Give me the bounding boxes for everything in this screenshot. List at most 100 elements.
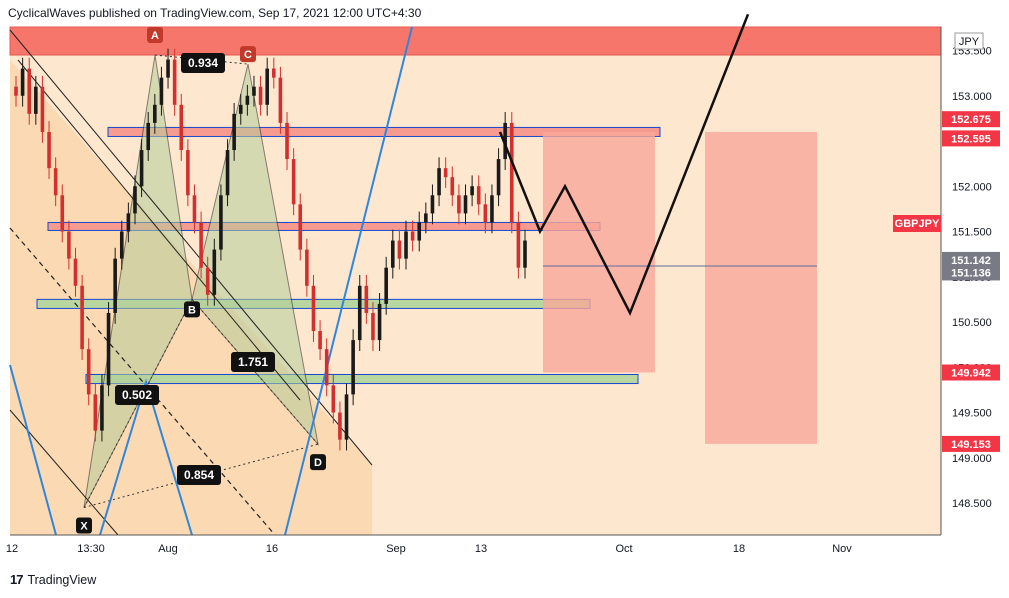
point-label-B: B	[188, 304, 196, 316]
candles-layer	[14, 48, 527, 451]
ratio-badge-bg-0	[181, 53, 225, 73]
point-badge-bg-C	[240, 46, 256, 63]
candle-body-43	[298, 204, 303, 250]
ratio-badge-bg-1	[231, 352, 275, 372]
x-tick-label-3: 16	[266, 543, 278, 555]
candle-body-62	[424, 213, 428, 223]
candle-body-1	[20, 68, 25, 96]
candle-body-21	[153, 104, 157, 123]
candle-body-70	[476, 186, 481, 205]
x-tick-label-7: 18	[733, 543, 745, 555]
axis-layer: 148.500149.000149.500150.000150.500151.0…	[6, 27, 1000, 555]
y-tick-label-0: 148.500	[952, 498, 992, 510]
publish-header: CyclicalWaves published on TradingView.c…	[8, 6, 422, 20]
price-tag-bg-5	[942, 435, 1000, 452]
candle-body-2	[27, 68, 32, 114]
trendlines-layer	[9, 26, 413, 536]
ratio-label-2: 0.502	[122, 388, 152, 402]
candle-body-38	[265, 68, 269, 105]
candle-body-57	[390, 240, 395, 268]
y-tick-label-9: 153.000	[952, 91, 992, 103]
candle-body-34	[238, 104, 243, 114]
candle-body-36	[252, 86, 256, 96]
y-tick-label-2: 149.500	[952, 408, 992, 420]
ratio-label-3: 0.854	[184, 468, 214, 482]
candle-body-35	[245, 95, 250, 105]
y-tick-label-4: 150.500	[952, 317, 992, 329]
candle-body-72	[490, 195, 494, 223]
x-tick-label-2: Aug	[158, 543, 178, 555]
candle-body-76	[516, 222, 521, 268]
x-tick-label-1: 13:30	[77, 543, 105, 555]
price-tag-bg-0	[942, 111, 1000, 128]
candle-body-53	[364, 285, 369, 313]
tradingview-brand: TradingView	[27, 572, 97, 587]
candle-body-11	[86, 349, 91, 395]
candle-body-50	[344, 394, 349, 440]
candle-body-5	[47, 131, 51, 169]
point-label-D: D	[314, 457, 322, 469]
candle-body-7	[60, 195, 65, 232]
candle-body-26	[186, 150, 190, 196]
price-tag-4: 149.942	[951, 367, 991, 379]
point-badge-bg-D	[310, 454, 326, 471]
channel-line-upper	[9, 29, 373, 466]
tradingview-footer[interactable]: 17 TradingView	[10, 572, 96, 587]
point-label-X: X	[80, 521, 88, 533]
x-tick-label-0: 12	[6, 543, 18, 555]
candle-body-37	[258, 86, 263, 105]
candle-body-74	[503, 122, 507, 160]
candle-body-15	[113, 258, 117, 313]
candle-body-14	[106, 312, 111, 386]
tradingview-logo-icon: 17	[10, 572, 24, 587]
candle-body-3	[34, 86, 38, 114]
candle-body-0	[14, 86, 18, 96]
candle-body-23	[166, 59, 170, 78]
candle-body-24	[172, 59, 177, 105]
ratio-line-0	[83, 299, 193, 508]
x-tick-label-5: 13	[475, 543, 487, 555]
zone-supply-0	[9, 26, 942, 56]
candle-body-8	[67, 231, 71, 259]
candle-body-33	[232, 113, 236, 151]
y-tick-label-1: 149.000	[952, 453, 992, 465]
candle-body-48	[331, 385, 336, 413]
candle-body-73	[496, 159, 501, 196]
channel-line-mid	[9, 227, 276, 536]
candle-body-10	[80, 285, 84, 350]
point-badge-bg-X	[76, 517, 92, 534]
price-tag-bg-1	[942, 130, 1000, 147]
candle-body-66	[450, 177, 455, 196]
candle-body-42	[291, 159, 296, 205]
candle-body-29	[205, 267, 210, 295]
candle-body-75	[509, 122, 514, 223]
candle-body-60	[410, 231, 415, 241]
x-tick-label-8: Nov	[832, 543, 852, 555]
point-badge-bg-A	[147, 27, 163, 44]
symbol-badge-bg	[893, 215, 941, 232]
candle-body-64	[437, 168, 441, 196]
candle-body-63	[430, 195, 435, 214]
candle-body-52	[357, 285, 362, 341]
point-label-A: A	[151, 30, 159, 42]
candle-body-56	[384, 267, 388, 304]
symbol-label: GBPJPY	[895, 218, 940, 230]
candle-body-65	[443, 168, 448, 178]
candle-body-9	[73, 258, 78, 286]
candle-body-41	[285, 122, 289, 160]
candle-body-39	[272, 68, 276, 78]
x-tick-label-6: Oct	[615, 543, 632, 555]
candle-body-13	[100, 385, 104, 431]
candle-body-71	[483, 204, 488, 223]
point-label-C: C	[244, 49, 252, 61]
candle-body-58	[397, 240, 402, 259]
candle-body-54	[371, 312, 375, 341]
blue-line-2	[284, 26, 413, 536]
zone-support-4	[85, 373, 639, 385]
candle-body-20	[146, 122, 151, 151]
candle-body-59	[404, 231, 408, 259]
candle-body-61	[417, 222, 422, 241]
candle-body-47	[324, 349, 329, 386]
trendline-upper	[17, 59, 301, 401]
